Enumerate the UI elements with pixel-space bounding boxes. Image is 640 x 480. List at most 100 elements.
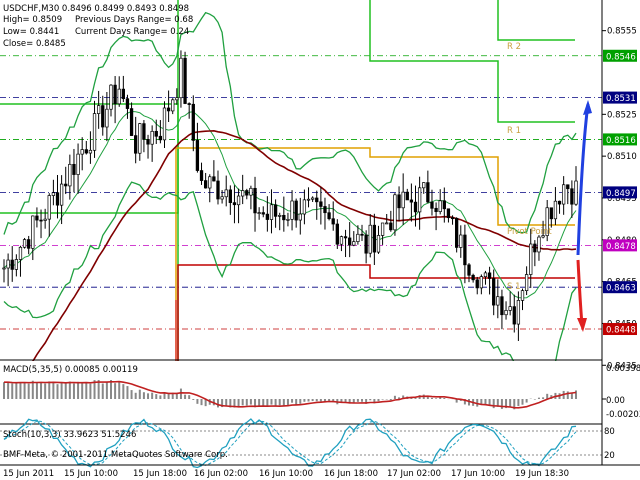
- candle-body: [290, 200, 294, 220]
- candle-body: [537, 236, 541, 253]
- price-tag-box: [603, 133, 637, 146]
- candle-body: [220, 196, 224, 200]
- candle-body: [310, 197, 315, 200]
- candle-body: [294, 200, 298, 221]
- forecast-up-arrow: [576, 103, 590, 256]
- candle-body: [68, 163, 72, 187]
- candle-body: [224, 189, 228, 198]
- copyright-text: BMF-Meta, © 2001-2011 MetaQuotes Softwar…: [3, 450, 228, 460]
- pivot-level-lines: [0, 0, 575, 382]
- candle-body: [39, 219, 43, 222]
- candle-body: [352, 241, 356, 246]
- candle-body: [27, 239, 31, 249]
- candle-body: [166, 107, 171, 112]
- candle-body: [142, 123, 146, 140]
- pivot-level: [175, 147, 575, 380]
- candle-body: [96, 105, 101, 114]
- candle-body: [430, 201, 434, 209]
- candle-body: [129, 108, 134, 136]
- candle-body: [455, 218, 459, 248]
- candle-body: [504, 310, 508, 316]
- previous-days-range-label: Previous Days Range= 0.68: [75, 15, 193, 25]
- candle-body: [553, 200, 558, 220]
- price-panel[interactable]: USDCHF,M30 0.8496 0.8499 0.8493 0.8498 H…: [0, 0, 602, 403]
- candle-body: [212, 176, 216, 182]
- candle-body: [570, 188, 574, 205]
- candle-body: [422, 182, 426, 189]
- candle-body: [393, 194, 397, 231]
- candle-body: [335, 223, 339, 245]
- candle-body: [434, 207, 438, 212]
- candle-body: [121, 88, 125, 100]
- lower-band: [3, 181, 577, 379]
- candle-body: [306, 198, 311, 201]
- candle-body: [475, 279, 479, 289]
- candle-body: [496, 296, 500, 306]
- candle-body: [302, 199, 307, 215]
- moving-average: [3, 129, 577, 403]
- time-label-8: 19 Jun 18:30: [515, 469, 569, 479]
- middle-band: [3, 110, 577, 299]
- candle-body: [533, 243, 537, 253]
- candle-body: [286, 218, 290, 221]
- candle-body: [545, 207, 549, 236]
- high-label: High= 0.8509: [3, 15, 62, 25]
- candle-body: [191, 103, 195, 141]
- candle-body: [512, 306, 516, 325]
- candle-body: [516, 300, 521, 325]
- candle-body: [389, 222, 393, 231]
- candle-body: [360, 233, 364, 236]
- candle-body: [261, 212, 265, 215]
- candle-body: [273, 204, 278, 217]
- candle-body: [450, 217, 455, 220]
- forecast-down-arrowhead: [577, 318, 587, 332]
- stoch-panel[interactable]: Stoch(10,3,3) 33.9623 51.5246 BMF-Meta, …: [0, 418, 602, 469]
- time-label-7: 17 Jun 10:00: [451, 469, 505, 479]
- price-tick-label: 0.8525: [607, 110, 637, 120]
- candle-body: [183, 57, 187, 104]
- candle-body: [22, 239, 27, 248]
- candle-body: [323, 206, 327, 214]
- candle-body: [187, 103, 191, 105]
- candle-body: [18, 246, 23, 260]
- macd-panel[interactable]: MACD(5,35,5) 0.00085 0.00119: [0, 359, 602, 424]
- candle-body: [397, 194, 401, 209]
- candle-body: [257, 212, 261, 214]
- candle-body: [405, 191, 409, 201]
- time-label-1: 15 Jun 10:00: [64, 469, 118, 479]
- candle-body: [6, 259, 10, 269]
- candle-body: [413, 201, 418, 213]
- time-label-0: 15 Jun 2011: [3, 469, 54, 479]
- candle-body: [385, 222, 389, 225]
- candle-body: [203, 180, 208, 189]
- candle-body: [125, 98, 130, 109]
- macd-tick-upper: 0.00398: [606, 364, 640, 374]
- candle-body: [179, 57, 183, 99]
- candle-body: [88, 149, 93, 154]
- candle-body: [372, 224, 377, 253]
- candle-body: [541, 235, 545, 238]
- candle-body: [364, 234, 368, 254]
- candle-body: [343, 236, 348, 239]
- candle-body: [483, 272, 488, 278]
- price-tick-label: 0.8555: [607, 27, 637, 37]
- price-axis[interactable]: 0.85550.85250.85100.84950.84800.84650.84…: [601, 0, 640, 465]
- candle-body: [199, 170, 204, 181]
- candle-body: [426, 182, 430, 203]
- r2-level: [497, 0, 575, 41]
- bollinger-bands: [3, 11, 577, 403]
- price-axis-tags: 0.8546 0.8531 0.8516 0.8497 0.8478 0.8463 0.84…: [603, 49, 637, 336]
- candle-body: [232, 202, 237, 206]
- candle-body: [438, 200, 442, 212]
- candle-body: [35, 215, 39, 221]
- time-axis[interactable]: 15 Jun 2011 15 Jun 10:00 15 Jun 18:00 16…: [0, 464, 640, 479]
- candle-body: [327, 212, 331, 220]
- candle-body: [105, 108, 109, 128]
- candle-body: [459, 234, 463, 248]
- candle-body: [401, 191, 405, 209]
- candle-body: [10, 259, 14, 270]
- symbol-line: USDCHF,M30 0.8496 0.8499 0.8493 0.8498: [3, 4, 189, 14]
- candle-body: [171, 99, 175, 112]
- price-tag-label: 0.8463: [606, 284, 636, 294]
